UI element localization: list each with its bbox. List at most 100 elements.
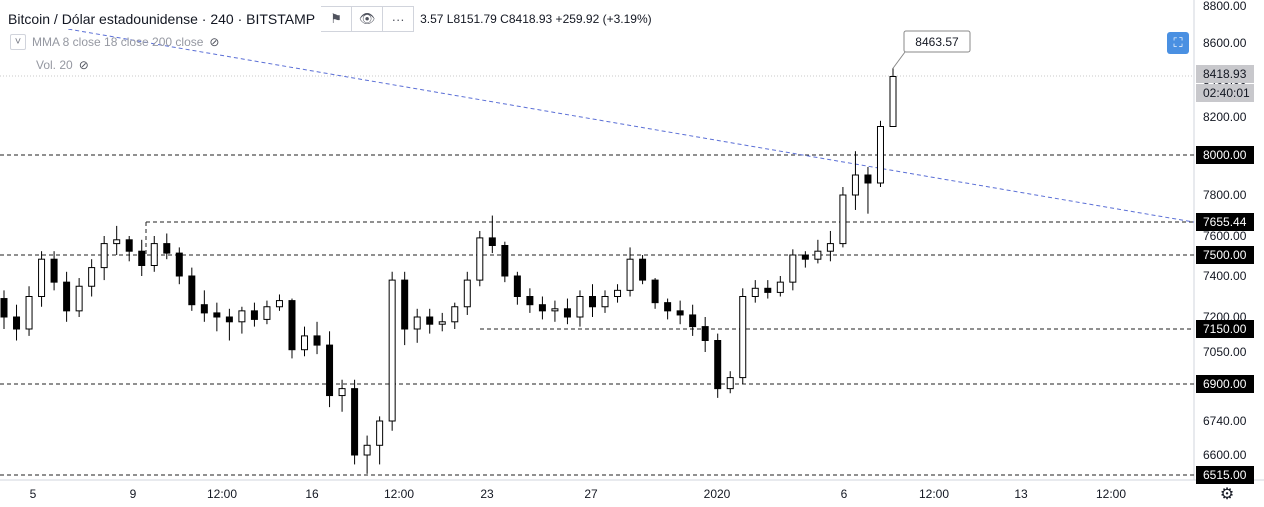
candle-body [626, 258, 634, 291]
candle-body [639, 258, 647, 281]
candle-body [401, 279, 409, 330]
candle-body [501, 245, 509, 277]
price-label: 8000.00 [1203, 148, 1247, 162]
candle-body [651, 279, 659, 304]
candle-body [876, 126, 884, 184]
header-row: Bitcoin / Dólar estadounidense · 240 · B… [4, 6, 652, 32]
gear-icon: ⚙ [1219, 486, 1235, 503]
candle-body [476, 237, 484, 281]
candle-body [188, 275, 196, 306]
fullscreen-icon: ⛶ [1173, 35, 1183, 50]
settings-button[interactable]: ⚙ [1216, 484, 1238, 504]
price-label-box [1196, 146, 1254, 164]
candle-body [125, 239, 133, 252]
price-label-box [1196, 320, 1254, 338]
indicator-volume[interactable]: Vol. 20 ⊘ [36, 58, 89, 72]
candle-body [451, 306, 459, 323]
x-tick-label: 16 [305, 487, 319, 501]
y-tick-label: 7600.00 [1203, 229, 1247, 243]
chart-grid [0, 0, 1264, 481]
callout-pointer [892, 51, 906, 69]
candle-body [225, 316, 233, 323]
symbol-title[interactable]: Bitcoin / Dólar estadounidense · 240 · B… [4, 9, 322, 29]
x-tick-label: 27 [584, 487, 598, 501]
price-label: 7500.00 [1203, 248, 1247, 262]
hidden-eye-icon[interactable]: ⊘ [209, 35, 220, 49]
candle-body [363, 444, 371, 456]
trendline-line [19, 20, 1195, 223]
candle-body [38, 258, 46, 298]
x-tick-label: 6 [841, 487, 848, 501]
candle-body [601, 296, 609, 308]
candle-body [13, 316, 21, 330]
candle-body [50, 258, 58, 283]
candle-body [864, 174, 872, 184]
x-tick-label: 12:00 [1096, 487, 1126, 501]
indicator-mma-label: MMA 8 close 18 close 200 close [32, 35, 204, 49]
candles [0, 68, 897, 474]
price-label-box [1196, 213, 1254, 231]
candle-body [488, 237, 496, 246]
candle-body [563, 308, 571, 318]
x-tick-label: 5 [30, 487, 37, 501]
candle-body [100, 243, 108, 269]
candle-body [200, 304, 208, 314]
candle-body [664, 302, 672, 312]
eye-icon: 👁 [358, 11, 376, 26]
indicator-mma[interactable]: ˅ MMA 8 close 18 close 200 close ⊘ [10, 34, 219, 50]
fullscreen-button[interactable]: ⛶ [1167, 32, 1189, 54]
callout-label: 8463.57 [915, 35, 959, 49]
candle-body [313, 335, 321, 346]
visibility-button[interactable]: 👁 [352, 6, 384, 32]
candle-body [138, 250, 146, 266]
price-label: 02:40:01 [1203, 86, 1250, 100]
candle-body [150, 243, 158, 267]
candle-body [701, 326, 709, 342]
candle-body [413, 316, 421, 330]
candle-body [25, 296, 33, 330]
hidden-eye-icon[interactable]: ⊘ [78, 58, 89, 72]
candle-body [751, 287, 759, 297]
price-label-box [1196, 375, 1254, 393]
candle-body [75, 285, 83, 312]
x-tick-label: 2020 [704, 487, 731, 501]
candle-body [764, 287, 772, 293]
x-tick-label: 12:00 [207, 487, 237, 501]
candle-body [275, 300, 283, 308]
price-label: 7655.44 [1203, 215, 1247, 229]
candle-body [175, 252, 183, 277]
y-tick-label: 7050.00 [1203, 345, 1247, 359]
candle-body [263, 306, 271, 320]
more-button[interactable]: ··· [383, 6, 415, 32]
candle-body [776, 281, 784, 293]
candle-body [213, 312, 221, 318]
price-axis[interactable]: 8800.008600.008400.008200.008000.007800.… [1196, 0, 1254, 484]
high-callout: 8463.57 [892, 30, 971, 69]
price-label: 6515.00 [1203, 468, 1247, 482]
indicator-volume-label: Vol. 20 [36, 58, 73, 72]
x-tick-label: 9 [130, 487, 137, 501]
candle-body [351, 388, 359, 456]
more-icon: ··· [391, 11, 405, 27]
flag-button[interactable]: ⚑ [321, 6, 353, 32]
y-tick-label: 7800.00 [1203, 188, 1247, 202]
horizontal-levels [0, 154, 1194, 476]
candle-body [326, 344, 334, 397]
candle-body [113, 239, 121, 245]
candle-body [63, 281, 71, 312]
candle-body [676, 310, 684, 316]
ohlc-readout: 3.57 L8151.79 C8418.93 +259.92 (+3.19%) [420, 12, 652, 26]
price-label-box [1196, 65, 1254, 83]
candle-body [88, 267, 96, 287]
candle-body [826, 243, 834, 252]
candle-body [614, 289, 622, 298]
time-axis[interactable]: 5 9 12:00 16 12:00 23 27 2020 6 12:00 13 12:00 [30, 487, 1127, 501]
collapse-icon[interactable]: ˅ [10, 34, 26, 50]
price-label-box [1196, 246, 1254, 264]
price-label: 7150.00 [1203, 322, 1247, 336]
candle-body [426, 316, 434, 325]
candle-body [163, 243, 171, 254]
candle-body [513, 275, 521, 297]
y-tick-label: 7400.00 [1203, 269, 1247, 283]
